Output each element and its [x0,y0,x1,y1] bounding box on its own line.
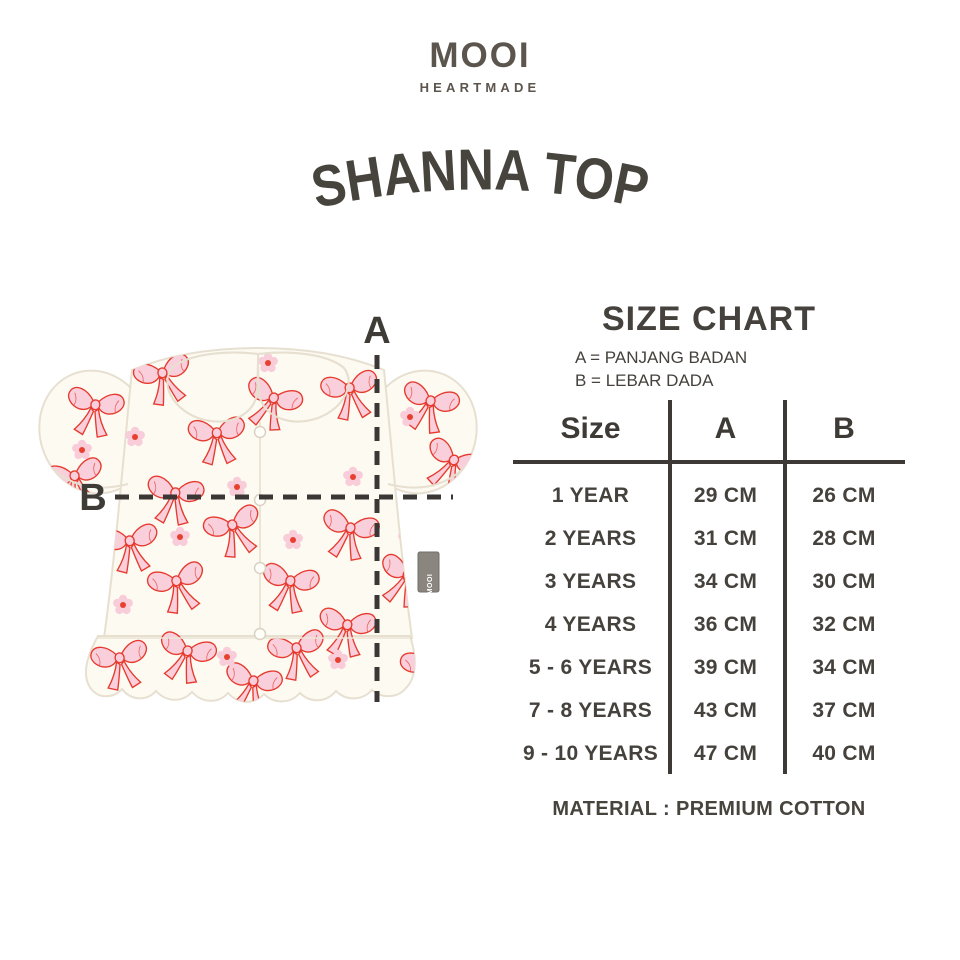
size-cell: 2 YEARS [544,526,637,550]
shirt-button [253,425,267,439]
a-cell: 36 CM [693,612,758,636]
shirt-button [253,627,267,641]
shirt-button [253,561,267,575]
shirt-brand-tag: MOOI [417,551,440,595]
table-row: 9 - 10 YEARS 47 CM 40 CM [513,732,905,775]
table-divider-vertical-1 [668,400,672,774]
table-row: 2 YEARS 31 CM 28 CM [513,517,905,560]
table-row: 1 YEAR 29 CM 26 CM [513,474,905,517]
a-cell: 47 CM [693,741,758,765]
size-table: Size A B 1 YEAR 29 CM 26 CM 2 YEARS 31 C… [513,400,905,774]
b-cell: 37 CM [812,698,876,722]
product-title-arc: SHANNA TOP [306,137,654,220]
legend-b: B = LEBAR DADA [575,371,714,390]
measure-label-a: A [363,310,390,352]
b-cell: 28 CM [812,526,876,550]
a-cell: 31 CM [693,526,758,550]
table-row: 5 - 6 YEARS 39 CM 34 CM [513,646,905,689]
b-cell: 30 CM [812,569,876,593]
size-cell: 3 YEARS [544,569,637,593]
size-cell: 7 - 8 YEARS [528,698,653,722]
measure-label-b: B [79,477,106,519]
brand-logo: MOOI HEARTMADE [0,38,960,95]
material-info: MATERIAL : PREMIUM COTTON [552,798,866,820]
table-row: 7 - 8 YEARS 43 CM 37 CM [513,689,905,732]
b-cell: 34 CM [812,655,876,679]
a-cell: 29 CM [693,483,758,507]
legend-a: A = PANJANG BADAN [575,348,748,367]
column-header-b: B [833,412,855,445]
size-cell: 1 YEAR [551,483,630,507]
product-photo: MOOI A B [38,310,486,703]
measurement-guides: A B [79,310,453,702]
b-cell: 26 CM [812,483,876,507]
table-row: 4 YEARS 36 CM 32 CM [513,603,905,646]
size-chart-legend: A = PANJANG BADAN B = LEBAR DADA [575,346,747,392]
a-cell: 43 CM [693,698,758,722]
a-cell: 39 CM [693,655,758,679]
table-divider-horizontal [513,460,905,464]
shirt-tag-label: MOOI [427,574,434,595]
column-header-a: A [714,412,737,445]
a-cell: 34 CM [693,569,758,593]
size-cell: 9 - 10 YEARS [522,741,659,765]
product-title: SHANNA TOP [306,137,654,220]
size-chart-title: SIZE CHART [602,300,816,338]
size-cell: 4 YEARS [544,612,637,636]
brand-name: MOOI [429,36,531,75]
b-cell: 40 CM [812,741,876,765]
column-header-size: Size [560,412,621,445]
brand-tagline: HEARTMADE [419,80,541,95]
b-cell: 32 CM [812,612,876,636]
table-row: 3 YEARS 34 CM 30 CM [513,560,905,603]
table-divider-vertical-2 [783,400,787,774]
shirt-details: MOOI [51,351,465,641]
table-rows: 1 YEAR 29 CM 26 CM 2 YEARS 31 CM 28 CM 3… [513,474,905,775]
size-cell: 5 - 6 YEARS [528,655,653,679]
